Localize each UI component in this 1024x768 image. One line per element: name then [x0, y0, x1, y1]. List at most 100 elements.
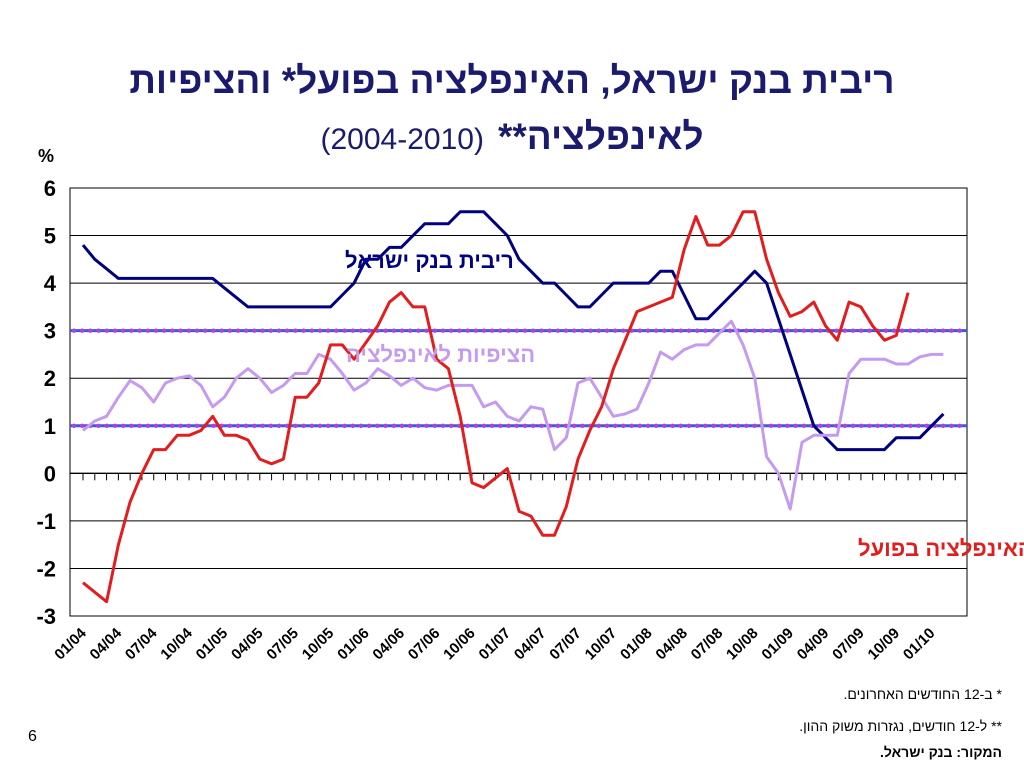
- target-band-dot: [129, 328, 134, 333]
- target-band-dot: [686, 423, 692, 428]
- x-tick-label: 01/06: [334, 625, 373, 664]
- target-band-dot: [162, 423, 167, 428]
- target-band-dot: [768, 328, 774, 333]
- x-tick-label: 01/07: [476, 625, 515, 664]
- target-band-dot: [416, 423, 421, 428]
- target-band-dot: [818, 328, 823, 333]
- target-band-dot: [752, 423, 757, 428]
- y-tick-label: 0: [44, 461, 56, 486]
- target-band-dot: [744, 328, 749, 333]
- target-band-dot: [80, 423, 85, 428]
- target-band-dot: [309, 423, 314, 428]
- target-band-dot: [613, 328, 618, 333]
- target-band-dot: [71, 423, 77, 428]
- target-band-dot: [588, 328, 593, 333]
- target-band-dot: [104, 423, 110, 428]
- target-band-dot: [801, 328, 806, 333]
- x-tick-label: 10/06: [440, 625, 479, 664]
- target-band-dot: [129, 423, 134, 428]
- target-band-dot: [244, 328, 249, 333]
- target-band-dot: [162, 328, 167, 333]
- target-band-dot: [572, 423, 577, 428]
- target-band-dot: [309, 328, 314, 333]
- target-band-dot: [399, 328, 405, 333]
- target-band-dot: [293, 423, 298, 428]
- y-tick-label: -1: [36, 509, 56, 534]
- target-band-dot: [793, 423, 798, 428]
- target-band-dot: [285, 328, 290, 333]
- target-band-dot: [580, 328, 585, 333]
- target-band-dot: [859, 328, 864, 333]
- target-band-dot: [358, 423, 364, 428]
- target-band-dot: [867, 328, 872, 333]
- footnote-1: * ב-12 החודשים האחרונים.: [843, 686, 1002, 702]
- target-band-dot: [891, 423, 897, 428]
- target-band-dot: [793, 328, 798, 333]
- target-band-dot: [211, 328, 216, 333]
- target-band-dot: [842, 328, 847, 333]
- target-band-dot: [711, 328, 716, 333]
- target-band-dot: [842, 423, 847, 428]
- y-axis-unit: %: [38, 146, 55, 166]
- target-band-dot: [153, 328, 159, 333]
- target-band-dot: [875, 423, 880, 428]
- target-band-dot: [276, 328, 282, 333]
- target-band-dot: [752, 328, 757, 333]
- target-band-dot: [334, 423, 339, 428]
- target-band-dot: [145, 328, 150, 333]
- x-tick-label: 01/04: [51, 624, 90, 663]
- target-band-dot: [678, 328, 683, 333]
- series-line-rate: [81, 210, 945, 452]
- target-band-dot: [522, 328, 528, 333]
- target-band-dot: [383, 423, 388, 428]
- target-band-dot: [621, 423, 626, 428]
- x-tick-label: 04/09: [794, 625, 833, 664]
- target-band-dot: [580, 423, 585, 428]
- series-label-expectations: הציפיות לאינפלציה: [346, 342, 535, 367]
- x-tick-label: 10/07: [582, 625, 621, 664]
- target-band-dot: [449, 328, 454, 333]
- target-band-dot: [350, 423, 355, 428]
- target-band-dot: [252, 423, 257, 428]
- target-band-dot: [613, 423, 618, 428]
- target-band-dot: [736, 423, 741, 428]
- target-band-dot: [358, 328, 364, 333]
- target-band-dot: [744, 423, 749, 428]
- target-band-dot: [473, 328, 478, 333]
- target-band-dot: [424, 328, 429, 333]
- target-band-dot: [604, 328, 610, 333]
- x-tick-label: 07/07: [546, 625, 585, 664]
- y-tick-label: -3: [36, 604, 56, 629]
- target-band-dot: [211, 423, 216, 428]
- target-band-dot: [440, 328, 446, 333]
- target-band-dot: [522, 423, 528, 428]
- plot-frame: [69, 187, 968, 617]
- target-band-dot: [883, 423, 888, 428]
- target-band-dot: [457, 328, 462, 333]
- target-band-dot: [850, 328, 856, 333]
- target-band-dot: [900, 328, 905, 333]
- series-line-expectations: [82, 319, 944, 511]
- target-band-dot: [555, 328, 560, 333]
- target-band-dot: [145, 423, 150, 428]
- target-band-dot: [703, 423, 708, 428]
- x-tick-label: 04/05: [228, 625, 267, 664]
- x-tick-label: 04/07: [511, 625, 550, 664]
- x-tick-label: 04/06: [369, 625, 408, 664]
- target-band-dot: [367, 423, 372, 428]
- target-band-dot: [924, 423, 929, 428]
- target-band-dot: [949, 328, 954, 333]
- target-band-dot: [686, 328, 692, 333]
- target-band-dot: [391, 328, 396, 333]
- y-tick-label: 1: [44, 414, 56, 439]
- target-band-dot: [777, 328, 782, 333]
- x-tick-label: 04/08: [652, 625, 691, 664]
- target-band-dot: [260, 328, 265, 333]
- target-band-dot: [121, 328, 126, 333]
- target-band-dot: [416, 328, 421, 333]
- target-band-dot: [440, 423, 446, 428]
- target-band-dot: [949, 423, 954, 428]
- target-band-dot: [654, 423, 659, 428]
- target-band-dot: [408, 328, 413, 333]
- target-band-dot: [498, 423, 503, 428]
